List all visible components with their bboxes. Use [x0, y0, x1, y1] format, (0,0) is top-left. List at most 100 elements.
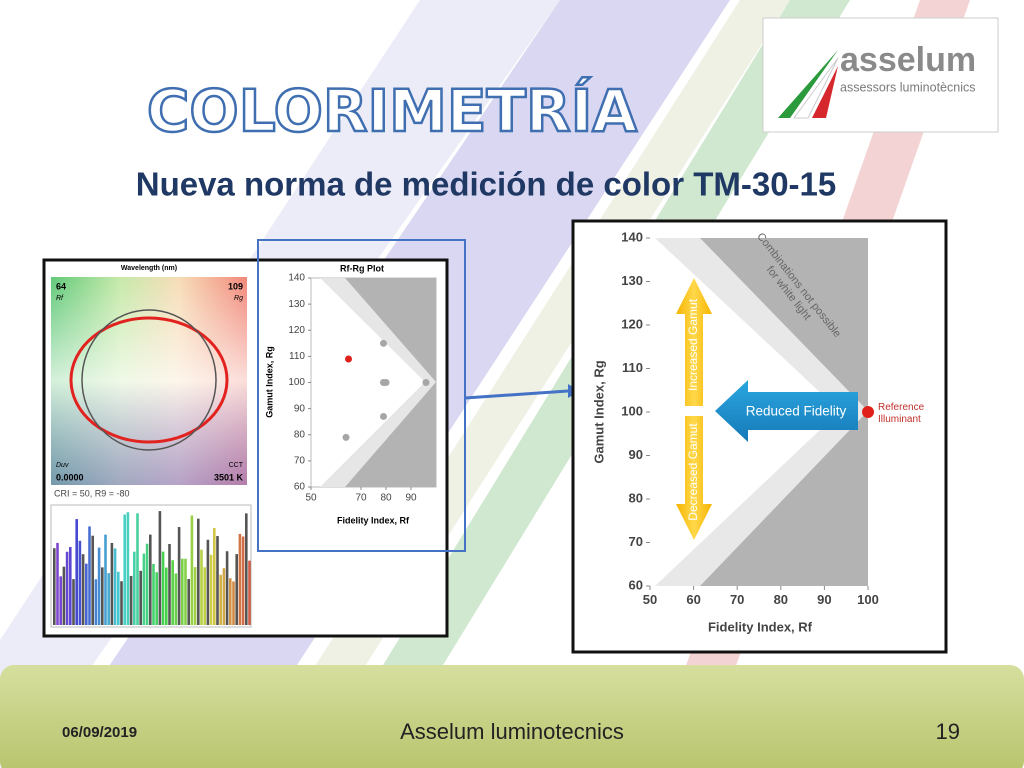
spectrum-bar — [203, 567, 206, 625]
increased-label: Increased Gamut — [686, 298, 700, 391]
spectrum-bar — [222, 568, 226, 625]
impossible-region — [700, 411, 868, 586]
spectrum-bar — [136, 513, 139, 625]
spectrum-bar — [56, 542, 59, 625]
x-tick-label: 100 — [857, 592, 879, 607]
spectrum-bar — [187, 579, 190, 625]
spectrum-bars — [53, 511, 251, 625]
duv-value: 0.0000 — [56, 472, 84, 482]
light-region — [320, 278, 436, 487]
reduced-label: Reduced Fidelity — [746, 404, 847, 419]
spectrum-bar — [219, 574, 222, 625]
y-tick-label: 120 — [288, 325, 305, 336]
spectrum-bar — [200, 549, 203, 625]
spectrum-bar — [245, 513, 248, 625]
spectrum-bar — [229, 578, 232, 625]
small-y-label: Gamut Index, Rg — [264, 346, 274, 418]
connector — [464, 389, 569, 400]
point — [380, 339, 387, 347]
slide-subtitle: Nueva norma de medición de color TM-30-1… — [136, 166, 837, 203]
spectrum-bar — [142, 553, 146, 625]
spectrum-bar — [65, 551, 69, 625]
light-region — [655, 238, 868, 586]
logo-swoosh — [793, 57, 839, 119]
spectrum-bar — [72, 579, 75, 625]
impossible-region — [345, 278, 436, 382]
y-tick-label: 100 — [288, 377, 305, 388]
small-plot-title: Rf-Rg Plot — [340, 263, 384, 273]
spectrum-bar — [158, 511, 162, 625]
spectrum-bar — [129, 575, 133, 625]
spectrum-bar — [107, 573, 110, 625]
spectrum-bar — [190, 515, 194, 625]
y-tick-label: 70 — [629, 534, 643, 549]
spectrum-bar — [161, 551, 165, 625]
spectrum-bar — [117, 571, 120, 625]
x-tick-label: 80 — [380, 493, 392, 504]
x-tick-label: 90 — [817, 592, 831, 607]
spectrum-bar — [110, 542, 114, 625]
spectrum-bar — [133, 551, 136, 625]
reference-note: Reference Illuminant — [878, 402, 924, 425]
spectrum-bar — [241, 536, 245, 625]
rf-label: Rf — [56, 295, 64, 302]
rg-label: Rg — [234, 295, 243, 302]
spectrum-bar — [104, 534, 107, 625]
spectrum-bar — [184, 558, 187, 625]
x-tick-label: 70 — [730, 592, 744, 607]
spectrum-bar — [81, 554, 85, 625]
y-tick-label: 60 — [294, 482, 306, 493]
spectrum-bar — [53, 548, 56, 625]
spectrum-bar — [197, 518, 200, 625]
reference-gamut — [81, 309, 217, 451]
x-tick-label: 70 — [355, 493, 367, 504]
spectrum-bar — [248, 560, 251, 625]
spectrum-bar — [78, 540, 82, 625]
x-tick-label: 50 — [305, 493, 317, 504]
spectrum-bar — [97, 547, 101, 625]
y-tick-label: 90 — [629, 447, 643, 462]
large-y-label: Gamut Index, Rg — [591, 360, 606, 463]
y-tick-label: 130 — [288, 299, 305, 310]
logo-tagline: assessors luminotècnics — [840, 80, 975, 94]
test-gamut — [69, 316, 229, 444]
spectrum-bar — [94, 579, 98, 625]
spectrum-bar — [91, 535, 94, 625]
spectrum-bar — [139, 570, 142, 625]
point — [342, 433, 350, 441]
x-tick-label: 50 — [643, 592, 657, 607]
large-x-label: Fidelity Index, Rf — [708, 619, 813, 634]
spectrum-bar — [206, 539, 210, 625]
footer-company: Asselum luminotecnics — [400, 719, 624, 744]
footer-date: 06/09/2019 — [62, 724, 137, 741]
spectrum-bar — [213, 528, 216, 625]
spectrum-bar — [59, 576, 62, 625]
spectrum-bar — [149, 534, 152, 625]
spectrum-bar — [209, 554, 213, 625]
rf-value: 64 — [56, 281, 66, 291]
spectrum-bar — [69, 547, 72, 625]
small-plot: 60 70 80 90 100 110 120 130 140 50 70 80 90 — [288, 273, 430, 504]
y-tick-label: 110 — [289, 351, 305, 362]
spectrum-bar — [113, 548, 117, 625]
spectrum-bar — [155, 572, 158, 625]
rg-value: 109 — [228, 281, 243, 291]
spectrum-bar — [88, 526, 91, 625]
impossible-region — [345, 382, 436, 487]
spectrum-bar — [171, 560, 174, 625]
spectrum-bar — [216, 536, 219, 625]
spectrum-bar — [235, 554, 238, 625]
color-gradient — [51, 277, 247, 485]
spectrum-bar — [75, 519, 78, 625]
point — [382, 379, 390, 386]
cri-summary: CRI = 50, R9 = -80 — [54, 488, 130, 498]
cct-value: 3501 K — [214, 472, 244, 482]
y-tick-label: 120 — [621, 316, 643, 331]
spectrum-bar — [145, 543, 149, 625]
spectrum-bar — [126, 512, 130, 625]
highlight-box — [257, 239, 466, 552]
y-tick-label: 90 — [294, 403, 306, 414]
panel-axis-title: Wavelength (nm) — [121, 265, 177, 272]
spectrum-bar — [193, 567, 197, 625]
